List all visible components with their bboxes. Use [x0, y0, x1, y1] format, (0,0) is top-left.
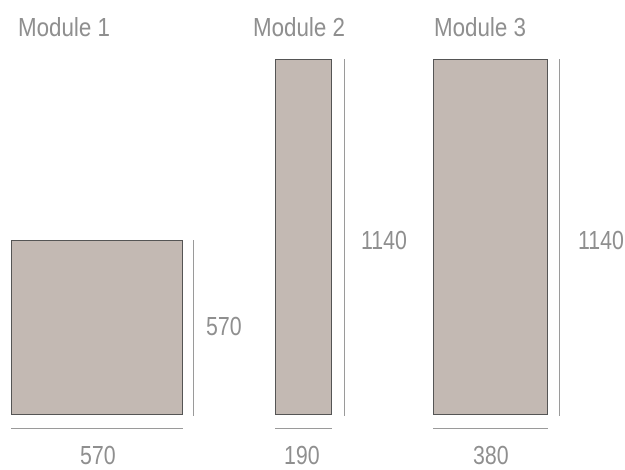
module-3-title: Module 3 [434, 12, 526, 42]
module-2-width-label: 190 [284, 440, 320, 470]
module-1-width-line [11, 428, 183, 429]
module-2-height-label: 1140 [361, 225, 407, 255]
module-1-panel [11, 240, 183, 415]
module-1-height-line [193, 240, 194, 416]
module-2-title: Module 2 [253, 12, 345, 42]
module-2-height-line [344, 59, 345, 416]
module-2-width-line [275, 428, 332, 429]
module-3-height-line [559, 59, 560, 416]
module-1-height-label: 570 [206, 311, 242, 341]
module-3-width-line [433, 428, 548, 429]
module-1-title: Module 1 [18, 12, 110, 42]
module-3-panel [433, 59, 548, 415]
module-3-height-label: 1140 [578, 225, 624, 255]
module-1-width-label: 570 [80, 440, 116, 470]
module-3-width-label: 380 [473, 440, 509, 470]
module-2-panel [275, 59, 332, 415]
